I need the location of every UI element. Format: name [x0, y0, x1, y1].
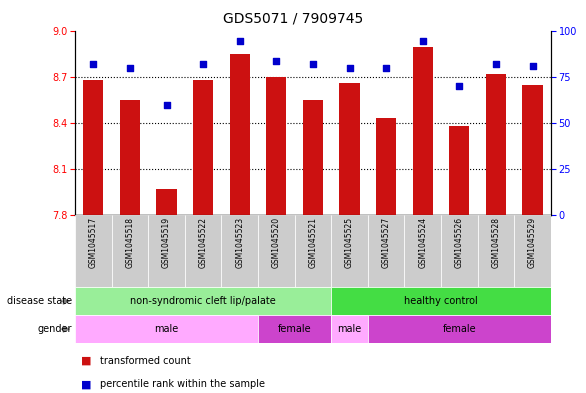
Bar [376, 118, 396, 215]
Bar [185, 215, 222, 287]
Bar [368, 315, 551, 343]
Point [528, 63, 537, 70]
Text: GSM1045529: GSM1045529 [528, 217, 537, 268]
Text: GSM1045524: GSM1045524 [418, 217, 427, 268]
Point [381, 65, 391, 71]
Text: GSM1045522: GSM1045522 [199, 217, 207, 268]
Bar [295, 215, 331, 287]
Text: GSM1045528: GSM1045528 [492, 217, 500, 268]
Text: female: female [278, 324, 311, 334]
Bar [156, 189, 176, 215]
Bar [230, 54, 250, 215]
Bar [331, 315, 368, 343]
Bar [83, 80, 103, 215]
Point [88, 61, 98, 68]
Bar [120, 100, 140, 215]
Text: gender: gender [38, 324, 72, 334]
Bar [486, 74, 506, 215]
Bar [404, 215, 441, 287]
Point [162, 101, 171, 108]
Point [455, 83, 464, 90]
Bar [193, 80, 213, 215]
Text: disease state: disease state [7, 296, 72, 306]
Bar [266, 77, 287, 215]
Bar [523, 85, 543, 215]
Bar [148, 215, 185, 287]
Text: GDS5071 / 7909745: GDS5071 / 7909745 [223, 12, 363, 26]
Bar [75, 215, 111, 287]
Text: GSM1045525: GSM1045525 [345, 217, 354, 268]
Text: GSM1045520: GSM1045520 [272, 217, 281, 268]
Text: percentile rank within the sample: percentile rank within the sample [100, 379, 265, 389]
Bar [258, 315, 331, 343]
Point [308, 61, 318, 68]
Point [235, 37, 244, 44]
Bar [478, 215, 515, 287]
Text: GSM1045519: GSM1045519 [162, 217, 171, 268]
Point [199, 61, 208, 68]
Bar [111, 215, 148, 287]
Text: ■: ■ [81, 356, 91, 366]
Bar [413, 47, 433, 215]
Bar [303, 100, 323, 215]
Text: GSM1045526: GSM1045526 [455, 217, 464, 268]
Bar [449, 126, 469, 215]
Bar [331, 215, 368, 287]
Text: female: female [442, 324, 476, 334]
Text: GSM1045518: GSM1045518 [125, 217, 134, 268]
Text: GSM1045523: GSM1045523 [235, 217, 244, 268]
Bar [331, 287, 551, 315]
Bar [368, 215, 404, 287]
Point [125, 65, 135, 71]
Bar [222, 215, 258, 287]
Text: GSM1045517: GSM1045517 [89, 217, 98, 268]
Bar [75, 287, 331, 315]
Point [491, 61, 500, 68]
Bar [258, 215, 295, 287]
Text: ■: ■ [81, 379, 91, 389]
Text: transformed count: transformed count [100, 356, 190, 366]
Text: male: male [154, 324, 179, 334]
Text: GSM1045521: GSM1045521 [308, 217, 318, 268]
Text: GSM1045527: GSM1045527 [381, 217, 391, 268]
Point [272, 58, 281, 64]
Bar [339, 83, 360, 215]
Bar [441, 215, 478, 287]
Point [345, 65, 354, 71]
Point [418, 37, 427, 44]
Text: male: male [338, 324, 362, 334]
Bar [515, 215, 551, 287]
Text: healthy control: healthy control [404, 296, 478, 306]
Text: non-syndromic cleft lip/palate: non-syndromic cleft lip/palate [130, 296, 276, 306]
Bar [75, 315, 258, 343]
